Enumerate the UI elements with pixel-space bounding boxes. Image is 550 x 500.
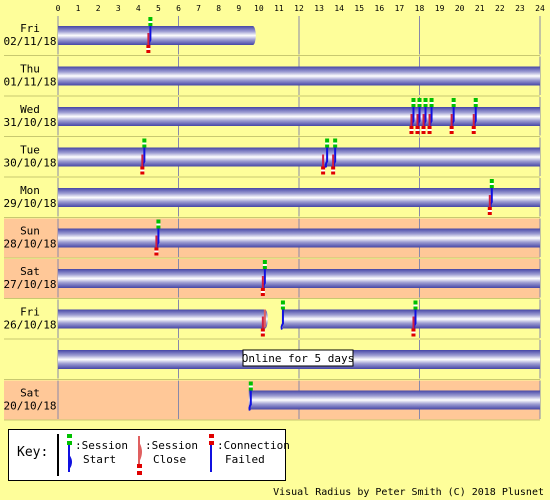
hour-tick-label: 17 [395,4,405,13]
connection-failed-marker [449,114,454,134]
connection-failed-marker [409,114,414,134]
hour-tick-label: 21 [475,4,485,13]
day-date-label: 27/10/18 [4,278,57,291]
key-session-start: :Session Start [75,439,128,466]
day-name-label: Tue [20,144,40,157]
hour-tick-label: 10 [254,4,264,13]
hour-tick-label: 22 [495,4,505,13]
hour-tick-label: 19 [435,4,445,13]
hour-tick-label: 4 [136,4,141,13]
day-name-label: Sat [20,387,40,400]
hour-tick-label: 20 [455,4,465,13]
connection-failed-marker [260,276,265,296]
hour-tick-label: 6 [176,4,181,13]
day-name-label: Thu [20,63,40,76]
svg-text:Online for 5 days: Online for 5 days [242,352,355,365]
session-bar [58,269,540,288]
connection-failed-marker [471,114,476,134]
day-date-label: 30/10/18 [4,157,57,170]
connection-failed-icon [209,434,214,472]
day-name-label: Fri [20,22,40,35]
uptime-note: Online for 5 days [242,349,355,367]
key-title: Key: [17,445,49,460]
hour-tick-label: 24 [535,4,545,13]
session-close-icon [137,436,142,475]
connection-failed-marker [421,114,426,134]
session-start-marker [324,138,330,168]
session-bar [282,309,540,329]
hour-tick-label: 2 [96,4,101,13]
connection-failed-marker [331,154,336,175]
day-name-label: Wed [20,103,40,116]
hour-tick-label: 8 [216,4,221,13]
day-row: Online for 5 days [4,340,541,380]
session-bar-end [249,26,256,45]
hour-axis: 0 1 2 3 4 5 6 7 8 9 10 11 12 13 14 15 16 17 18 19 20 21 22 23 24 [56,4,545,13]
day-name-label: Mon [20,184,40,197]
session-bar [58,228,540,248]
hour-tick-label: 16 [375,4,385,13]
hour-tick-label: 5 [156,4,161,13]
day-name-label: Sun [20,225,40,238]
session-start-marker [280,300,285,330]
connection-failed-marker [487,195,492,215]
legend-key: Key: :Session Start :Session Close :Connec… [8,429,290,481]
connection-failed-marker [154,235,159,256]
connection-failed-marker [321,154,326,175]
hour-tick-label: 13 [314,4,324,13]
session-bar [58,147,540,167]
day-date-label: 29/10/18 [4,197,57,210]
hour-tick-label: 12 [294,4,304,13]
hour-tick-label: 1 [76,4,81,13]
key-separator [57,434,59,476]
session-bar [58,107,540,126]
session-bar [248,390,540,410]
connection-failed-marker [427,114,432,134]
hour-tick-label: 14 [334,4,344,13]
connection-failed-marker [411,316,416,337]
session-start-icon [67,434,72,472]
session-bar [58,188,540,207]
day-rows: Fri02/11/18Thu01/11/18Wed31/10/18Tue30/1… [4,16,541,421]
day-date-label: 28/10/18 [4,238,57,251]
session-start-marker [248,381,253,411]
day-date-label: 01/11/18 [4,76,57,89]
day-date-label: 31/10/18 [4,116,57,129]
hour-tick-label: 9 [236,4,241,13]
key-session-close: :Session Close [145,439,198,466]
session-bar [58,66,540,86]
hour-tick-label: 18 [415,4,425,13]
hour-tick-label: 23 [515,4,525,13]
day-date-label: 20/10/18 [4,400,57,413]
hour-tick-label: 3 [116,4,121,13]
day-date-label: 26/10/18 [4,319,57,332]
hour-tick-label: 0 [56,4,61,13]
day-name-label: Sat [20,265,40,278]
credit-text: Visual Radius by Peter Smith (C) 2018 Pl… [273,487,544,498]
hour-tick-label: 7 [196,4,201,13]
key-connection-failed: :Connection Failed [217,439,290,466]
day-name-label: Fri [20,306,40,319]
connection-failed-marker [140,154,145,175]
day-date-label: 02/11/18 [4,35,57,48]
connection-failed-marker [260,316,265,337]
session-bar [58,309,265,329]
session-bar [58,26,253,45]
connection-failed-marker [146,33,151,53]
connection-failed-marker [415,114,420,134]
hour-tick-label: 11 [274,4,284,13]
hour-tick-label: 15 [354,4,364,13]
